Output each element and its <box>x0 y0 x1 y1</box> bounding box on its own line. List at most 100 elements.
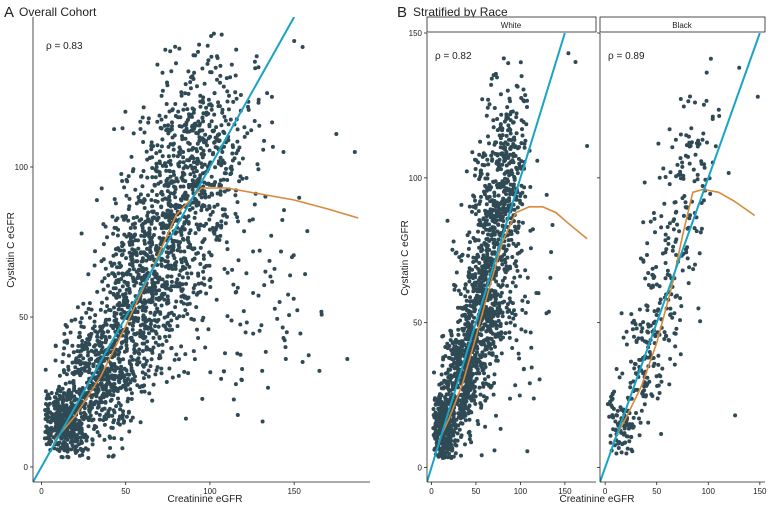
data-point <box>235 200 240 205</box>
data-point <box>140 304 145 309</box>
data-point <box>528 185 533 189</box>
data-point <box>506 123 511 128</box>
data-point <box>439 372 444 377</box>
data-point <box>463 294 468 299</box>
data-point <box>485 251 490 256</box>
data-point <box>477 359 482 364</box>
data-point <box>228 75 233 80</box>
data-point <box>462 326 467 331</box>
data-point <box>476 222 481 227</box>
data-point <box>461 409 465 414</box>
data-point <box>143 372 148 377</box>
data-point <box>219 223 224 228</box>
data-point <box>470 360 475 365</box>
data-point <box>645 241 650 246</box>
data-point <box>147 156 152 160</box>
data-point <box>177 281 182 286</box>
data-point <box>137 305 142 310</box>
data-point <box>111 382 116 387</box>
data-point <box>127 321 132 326</box>
data-point <box>78 411 83 416</box>
data-point <box>663 238 668 243</box>
data-point <box>500 262 505 267</box>
data-point <box>166 297 170 302</box>
data-point <box>163 196 168 201</box>
data-point <box>198 146 203 151</box>
data-point <box>57 440 62 445</box>
data-point <box>486 97 491 102</box>
data-point <box>179 198 184 203</box>
data-point <box>666 338 671 342</box>
data-point <box>148 248 152 253</box>
data-point <box>157 353 162 358</box>
data-point <box>127 250 132 255</box>
data-point <box>165 215 170 219</box>
data-point <box>487 222 491 227</box>
data-point <box>174 280 179 285</box>
data-point <box>197 42 202 47</box>
data-point <box>268 274 273 279</box>
data-point <box>662 201 667 206</box>
data-point <box>94 375 99 380</box>
data-point <box>225 270 230 275</box>
data-point <box>254 54 259 59</box>
data-point <box>47 442 52 447</box>
data-point <box>117 303 122 308</box>
data-point <box>755 94 760 99</box>
data-point <box>450 247 455 252</box>
data-point <box>92 427 96 431</box>
data-point <box>493 220 497 225</box>
data-point <box>215 202 220 207</box>
data-point <box>92 319 97 324</box>
data-point <box>215 56 220 60</box>
data-point <box>447 439 451 444</box>
data-point <box>90 442 95 447</box>
data-point <box>182 221 187 226</box>
data-point <box>459 392 464 397</box>
data-point <box>443 371 448 376</box>
data-point <box>244 176 249 180</box>
data-point <box>687 161 692 166</box>
data-point <box>490 158 494 163</box>
rho-annotation: ρ = 0.89 <box>608 51 645 62</box>
data-point <box>112 225 117 230</box>
data-point <box>521 98 526 103</box>
data-point <box>136 238 140 243</box>
data-point <box>473 275 478 280</box>
data-point <box>156 324 161 329</box>
data-point <box>503 176 507 181</box>
data-point <box>256 293 261 298</box>
data-point <box>149 357 154 362</box>
data-point <box>525 98 529 103</box>
data-point <box>457 346 462 351</box>
data-point <box>467 204 472 209</box>
data-point <box>662 330 667 335</box>
data-point <box>474 371 479 376</box>
data-point <box>482 163 487 168</box>
data-point <box>484 218 489 223</box>
data-point <box>516 351 521 356</box>
data-point <box>166 154 171 159</box>
data-point <box>501 184 506 189</box>
data-point <box>159 256 164 261</box>
data-point <box>164 164 169 169</box>
data-point <box>159 189 164 194</box>
data-point <box>129 354 134 359</box>
data-point <box>77 453 82 458</box>
data-point <box>509 237 514 242</box>
data-point <box>154 368 159 373</box>
data-point <box>660 366 665 371</box>
data-point <box>192 196 197 201</box>
data-point <box>71 379 76 383</box>
data-point <box>189 182 194 187</box>
data-point <box>132 347 137 352</box>
data-point <box>164 285 169 290</box>
panel-b-title: Stratified by Race <box>413 5 508 19</box>
data-point <box>82 406 87 411</box>
smooth-line <box>437 206 588 442</box>
data-point <box>655 396 660 401</box>
data-point <box>696 306 701 311</box>
data-point <box>195 84 199 89</box>
data-point <box>134 259 139 264</box>
data-point <box>646 322 651 327</box>
